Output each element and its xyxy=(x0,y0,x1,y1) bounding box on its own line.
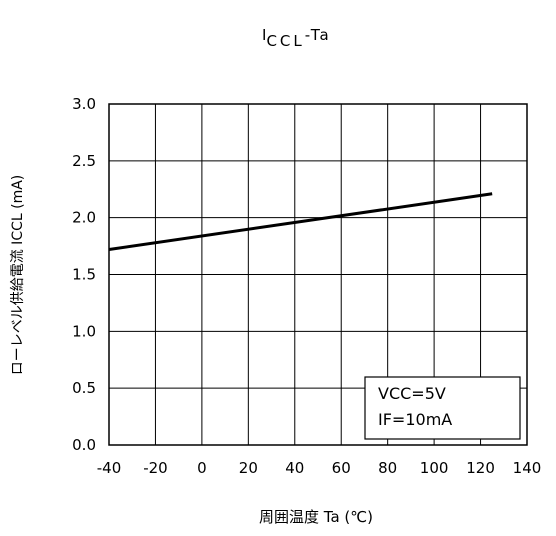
annotation-line-2: IF=10mA xyxy=(378,410,452,429)
series-line xyxy=(108,192,493,251)
x-tick-label: -40 xyxy=(97,459,122,477)
x-tick-label: 140 xyxy=(513,459,542,477)
title-suffix: -Ta xyxy=(305,26,331,44)
legend-box: VCC=5V IF=10mA xyxy=(364,376,521,440)
x-axis-label: 周囲温度 Ta (℃) xyxy=(259,508,373,526)
annotation-line-1: VCC=5V xyxy=(378,384,446,403)
y-tick-label: 2.0 xyxy=(72,209,96,227)
x-tick-label: 100 xyxy=(420,459,449,477)
x-tick-label: 0 xyxy=(197,459,207,477)
series-layer xyxy=(108,192,493,251)
y-axis-label: ローレベル供給電流 ICCL (mA) xyxy=(10,175,26,376)
y-tick-label: 0.0 xyxy=(72,436,96,454)
x-tick-label: 120 xyxy=(466,459,495,477)
x-tick-label: 20 xyxy=(239,459,258,477)
title-main: I xyxy=(262,26,266,44)
y-tick-labels: 0.0 0.5 1.0 1.5 2.0 2.5 3.0 xyxy=(72,95,96,454)
x-tick-label: 40 xyxy=(285,459,304,477)
y-tick-label: 1.0 xyxy=(72,322,96,340)
y-tick-label: 0.5 xyxy=(72,379,96,397)
plot-frame xyxy=(108,103,528,446)
title-subscript: CCL xyxy=(266,32,304,50)
y-tick-label: 1.5 xyxy=(72,266,96,284)
svg-text:ICCL-Ta: ICCL-Ta xyxy=(262,26,331,50)
chart-title: ICCL-Ta xyxy=(262,26,331,50)
grid xyxy=(109,104,527,445)
x-tick-label: 80 xyxy=(378,459,397,477)
x-tick-label: -20 xyxy=(143,459,168,477)
y-tick-label: 3.0 xyxy=(72,95,96,113)
y-tick-label: 2.5 xyxy=(72,152,96,170)
x-tick-labels: -40 -20 0 20 40 60 80 100 120 140 xyxy=(97,459,542,477)
x-tick-label: 60 xyxy=(332,459,351,477)
